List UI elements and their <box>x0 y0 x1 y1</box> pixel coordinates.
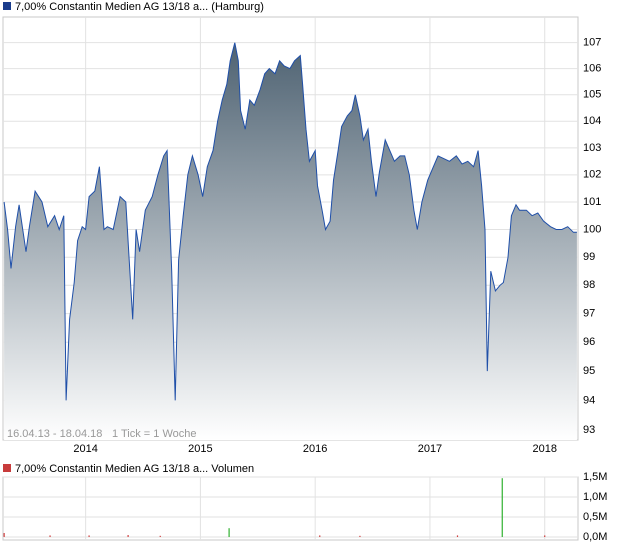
y-tick-label: 95 <box>583 365 595 377</box>
y-tick-label: 104 <box>583 115 601 127</box>
volume-bar <box>359 535 361 537</box>
y-tick-label: 101 <box>583 196 601 208</box>
tick-note: 1 Tick = 1 Woche <box>112 428 196 440</box>
legend-swatch <box>3 2 11 10</box>
volume-bar <box>127 535 129 537</box>
y-tick-label: 97 <box>583 308 595 320</box>
volume-bar <box>159 535 161 537</box>
volume-bar <box>456 535 459 537</box>
volume-bar <box>319 535 321 537</box>
y-tick-label: 105 <box>583 89 601 101</box>
y-tick-label: 102 <box>583 169 601 181</box>
y-tick-label: 0,5M <box>583 511 607 523</box>
volume-bar <box>501 478 503 537</box>
y-tick-label: 1,0M <box>583 491 607 503</box>
y-tick-label: 1,5M <box>583 471 607 483</box>
x-tick-label: 2014 <box>73 443 97 455</box>
y-tick-label: 99 <box>583 251 595 263</box>
y-tick-label: 106 <box>583 63 601 75</box>
volume-bar <box>49 535 51 537</box>
y-tick-label: 100 <box>583 223 601 235</box>
volume-plot-frame <box>2 476 579 541</box>
range-note: 16.04.13 - 18.04.18 <box>7 428 102 440</box>
legend-swatch <box>3 464 11 472</box>
y-tick-label: 0,0M <box>583 531 607 543</box>
price-area <box>4 42 577 440</box>
volume-bar <box>544 535 546 537</box>
legend-label: 7,00% Constantin Medien AG 13/18 a... Vo… <box>15 463 254 475</box>
volume-bar <box>3 533 5 537</box>
x-tick-label: 2018 <box>532 443 556 455</box>
price-line <box>3 42 577 401</box>
volume-bar <box>88 535 90 537</box>
y-tick-label: 107 <box>583 37 601 49</box>
x-tick-label: 2017 <box>418 443 442 455</box>
y-tick-label: 103 <box>583 142 601 154</box>
y-tick-label: 98 <box>583 279 595 291</box>
y-tick-label: 94 <box>583 394 595 406</box>
y-tick-label: 96 <box>583 336 595 348</box>
x-tick-label: 2015 <box>188 443 212 455</box>
chart-layer: 93 94 95 96 97 98 99 100 101 102 103 104 105 106 107 20… <box>3 1 607 543</box>
x-tick-label: 2016 <box>303 443 327 455</box>
y-tick-label: 93 <box>583 424 595 436</box>
legend-label: 7,00% Constantin Medien AG 13/18 a... (H… <box>15 1 264 13</box>
volume-bar <box>228 528 230 537</box>
